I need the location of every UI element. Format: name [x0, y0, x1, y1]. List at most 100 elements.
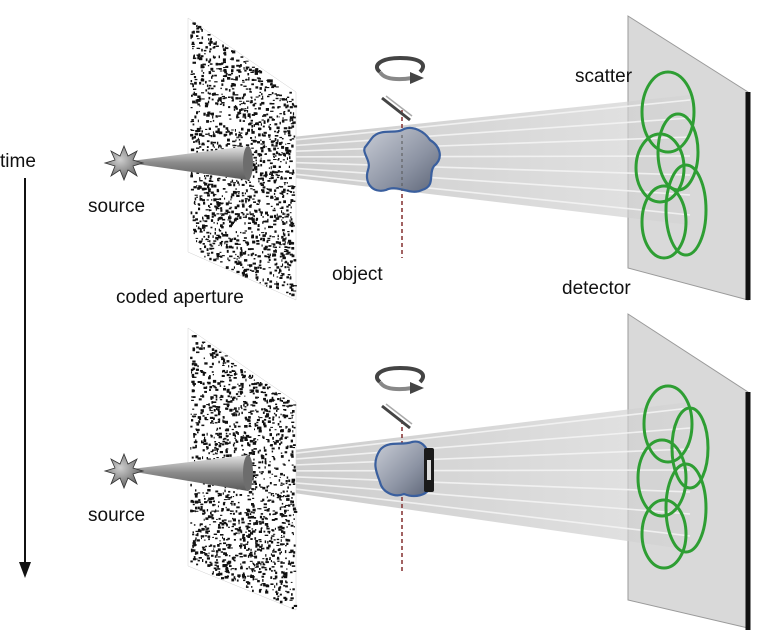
aperture-speckle	[193, 544, 197, 546]
aperture-speckle	[206, 192, 210, 195]
aperture-speckle	[211, 352, 216, 355]
aperture-speckle	[247, 254, 250, 256]
aperture-speckle	[218, 144, 221, 147]
aperture-speckle	[262, 234, 266, 237]
aperture-speckle	[264, 144, 266, 146]
aperture-speckle	[275, 493, 277, 495]
aperture-speckle	[251, 66, 255, 68]
aperture-speckle	[191, 363, 194, 366]
aperture-speckle	[202, 509, 206, 513]
aperture-speckle	[289, 588, 291, 591]
aperture-speckle	[292, 533, 294, 536]
aperture-speckle	[287, 519, 290, 523]
aperture-speckle	[251, 217, 254, 220]
aperture-speckle	[293, 444, 296, 446]
aperture-speckle	[228, 555, 231, 557]
aperture-speckle	[279, 400, 283, 402]
aperture-speckle	[208, 38, 210, 41]
aperture-speckle	[285, 151, 290, 155]
aperture-speckle	[190, 121, 193, 123]
aperture-speckle	[239, 494, 243, 496]
aperture-speckle	[285, 446, 289, 450]
aperture-speckle	[211, 362, 214, 366]
aperture-speckle	[191, 396, 194, 398]
aperture-speckle	[242, 561, 245, 564]
aperture-speckle	[196, 533, 199, 537]
aperture-speckle	[196, 30, 200, 33]
aperture-speckle	[256, 242, 260, 245]
aperture-speckle	[273, 484, 277, 486]
aperture-speckle	[227, 211, 231, 214]
aperture-speckle	[247, 535, 251, 538]
aperture-speckle	[231, 370, 236, 372]
aperture-speckle	[243, 237, 247, 239]
aperture-speckle	[286, 170, 289, 173]
aperture-speckle	[242, 536, 245, 539]
aperture-speckle	[250, 137, 253, 139]
aperture-speckle	[237, 111, 240, 115]
aperture-speckle	[291, 288, 294, 292]
aperture-speckle	[241, 183, 245, 186]
aperture-speckle	[240, 84, 243, 86]
aperture-speckle	[217, 556, 221, 558]
aperture-speckle	[222, 255, 225, 257]
aperture-speckle	[258, 590, 262, 593]
aperture-speckle	[191, 335, 193, 338]
aperture-speckle	[220, 356, 224, 358]
aperture-speckle	[286, 221, 288, 224]
aperture-speckle	[275, 591, 278, 593]
aperture-speckle	[270, 540, 274, 544]
aperture-speckle	[240, 563, 242, 565]
aperture-speckle	[196, 28, 200, 30]
aperture-speckle	[207, 531, 209, 534]
aperture-speckle	[215, 258, 219, 260]
aperture-speckle	[208, 71, 212, 75]
aperture-speckle	[262, 160, 266, 164]
aperture-speckle	[190, 188, 194, 191]
aperture-speckle	[209, 388, 211, 391]
aperture-speckle	[273, 219, 277, 222]
aperture-speckle	[215, 490, 219, 493]
aperture-speckle	[223, 125, 226, 128]
aperture-speckle	[231, 246, 234, 249]
aperture-speckle	[197, 431, 199, 434]
aperture-speckle	[220, 395, 224, 398]
aperture-speckle	[266, 79, 269, 81]
aperture-speckle	[240, 136, 243, 139]
aperture-speckle	[240, 511, 242, 515]
aperture-speckle	[281, 138, 284, 140]
aperture-speckle	[232, 397, 235, 401]
aperture-speckle	[194, 510, 196, 513]
aperture-speckle	[279, 438, 281, 441]
aperture-speckle	[292, 121, 296, 124]
aperture-speckle	[280, 496, 285, 498]
aperture-speckle	[262, 566, 265, 568]
aperture-speckle	[282, 543, 285, 545]
aperture-speckle	[190, 73, 193, 75]
aperture-speckle	[236, 397, 238, 401]
aperture-speckle	[242, 572, 245, 575]
aperture-speckle	[204, 390, 207, 393]
aperture-speckle	[261, 547, 265, 550]
aperture-speckle	[236, 579, 239, 582]
aperture-speckle	[283, 281, 286, 284]
aperture-speckle	[200, 28, 202, 30]
aperture-speckle	[265, 557, 268, 561]
aperture-speckle	[204, 419, 209, 421]
aperture-speckle	[211, 348, 215, 351]
aperture-speckle	[281, 284, 285, 287]
aperture-speckle	[254, 488, 256, 491]
aperture-speckle	[221, 102, 225, 104]
aperture-speckle	[290, 524, 294, 527]
aperture-speckle	[268, 225, 272, 229]
aperture-speckle	[281, 259, 283, 262]
aperture-speckle	[246, 100, 250, 102]
aperture-speckle	[212, 70, 215, 72]
aperture-speckle	[223, 67, 226, 69]
aperture-speckle	[254, 552, 256, 555]
aperture-speckle	[238, 532, 240, 535]
aperture-speckle	[255, 389, 258, 392]
aperture-speckle	[214, 406, 218, 408]
aperture-speckle	[230, 529, 234, 532]
aperture-speckle	[222, 103, 225, 107]
